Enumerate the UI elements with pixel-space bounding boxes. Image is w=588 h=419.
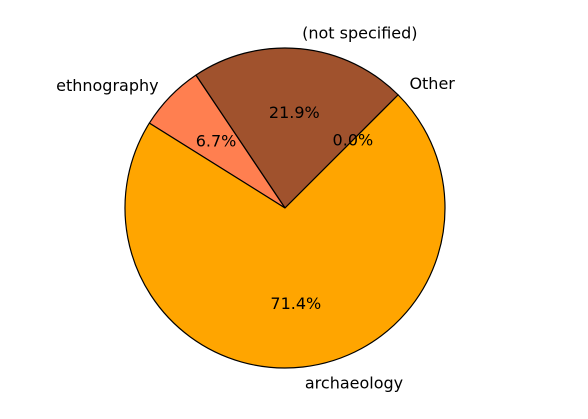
percent-label-archaeology: 71.4% <box>270 294 321 313</box>
pie-slice-archaeology <box>124 94 446 369</box>
pie-slice-not-specified <box>195 47 399 209</box>
slice-label-archaeology: archaeology <box>305 373 403 392</box>
slice-label-not-specified: (not specified) <box>302 23 417 42</box>
slice-label-ethnography: ethnography <box>56 76 159 95</box>
percent-labels: 0.0% 21.9% 6.7% 71.4% <box>196 103 373 313</box>
slice-labels: Other (not specified) ethnography archaeolo… <box>56 23 455 392</box>
percent-label-not-specified: 21.9% <box>269 103 320 122</box>
slice-label-other: Other <box>409 74 455 93</box>
pie-slices <box>124 47 446 369</box>
percent-label-ethnography: 6.7% <box>196 132 237 151</box>
percent-label-other: 0.0% <box>333 131 374 150</box>
